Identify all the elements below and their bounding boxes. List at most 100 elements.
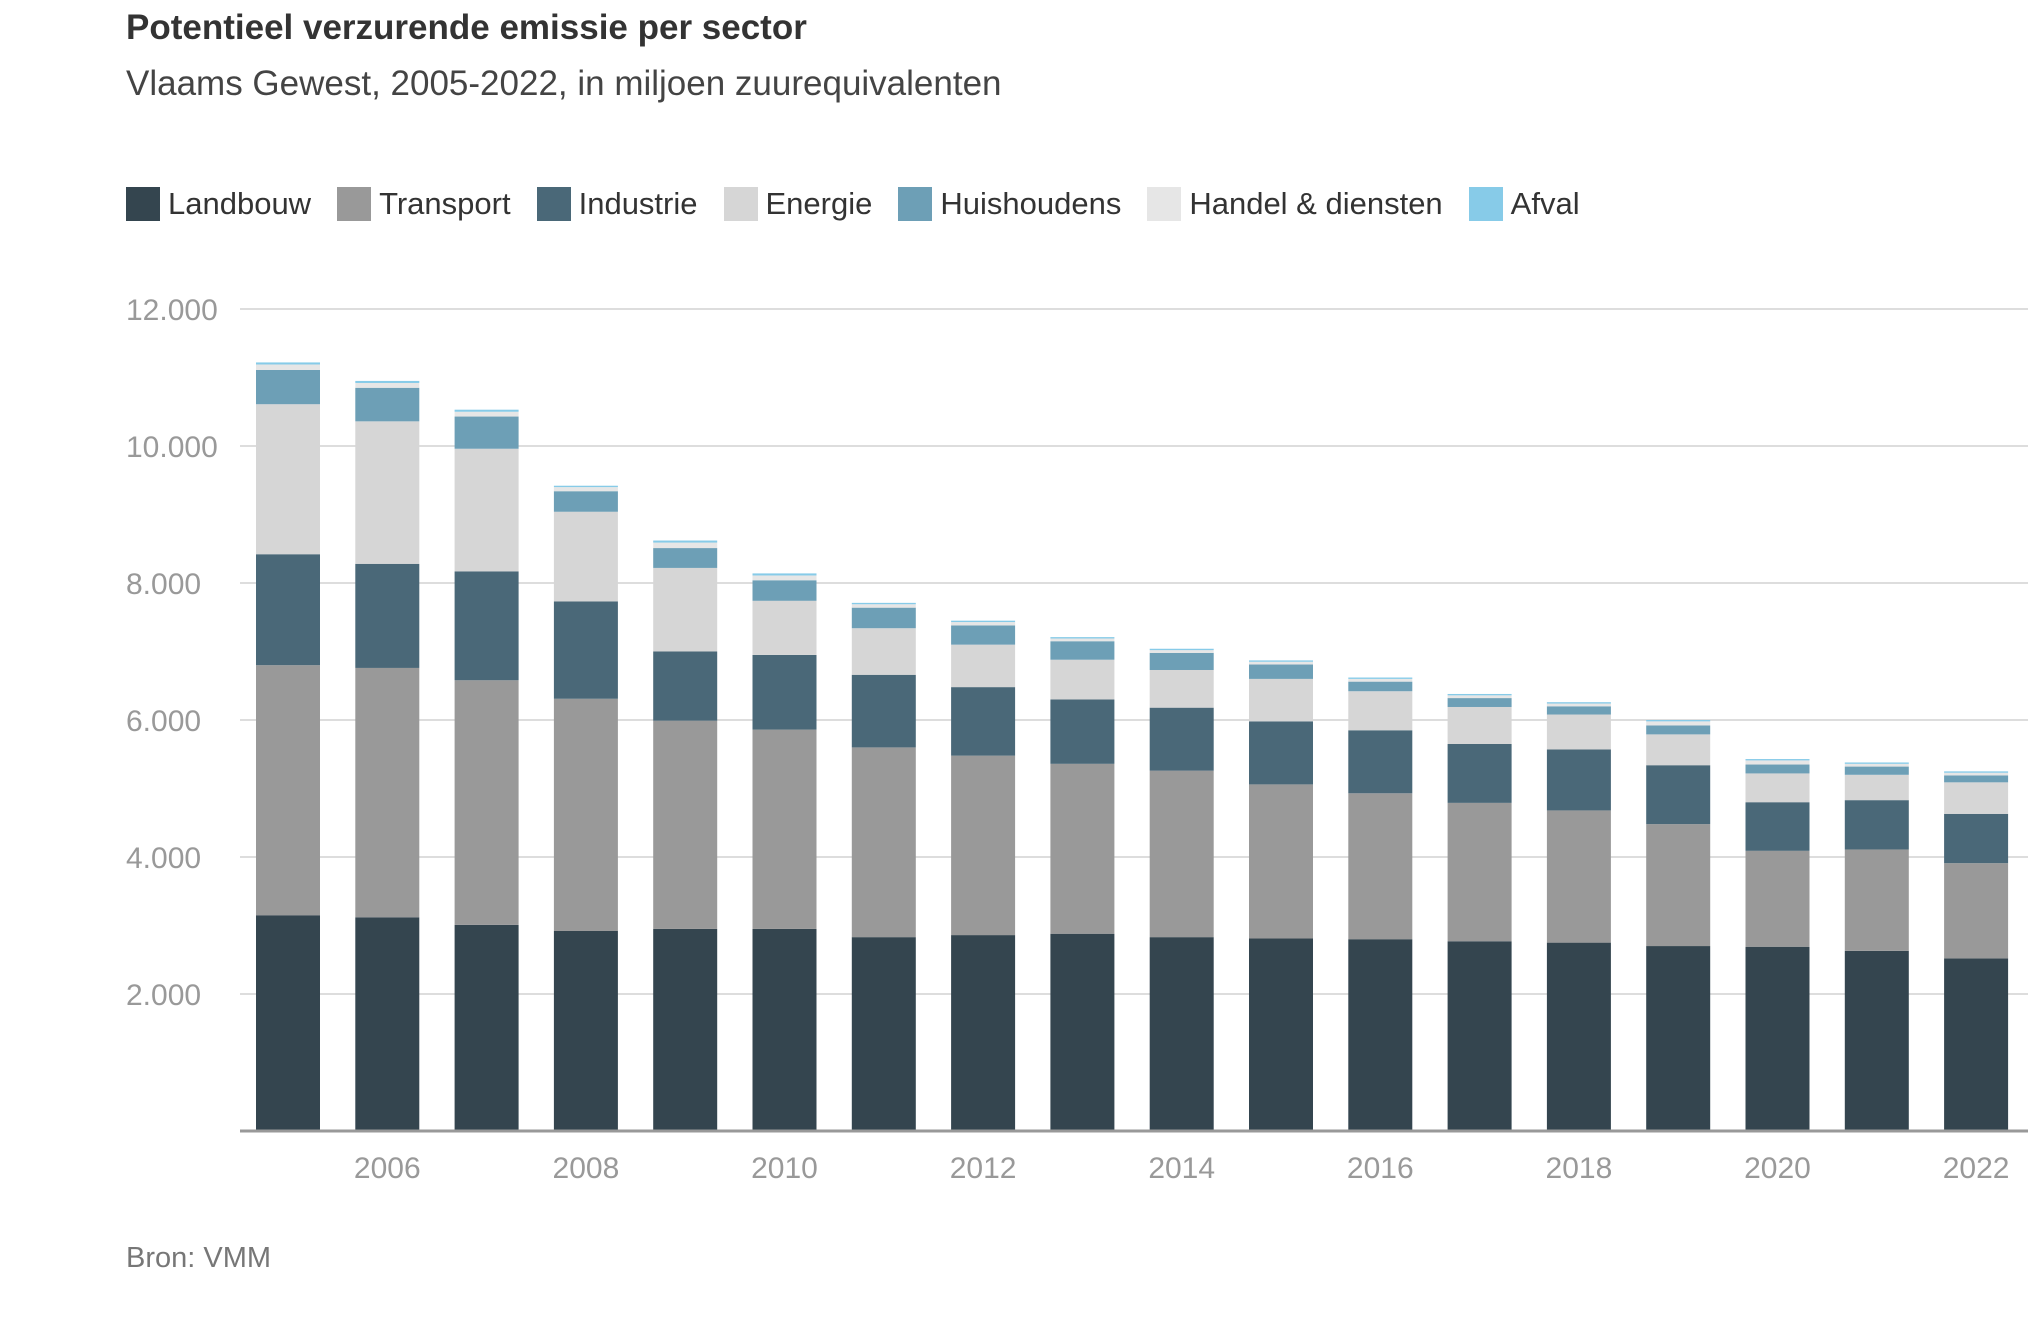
bar-segment-transport[interactable]	[355, 667, 420, 918]
bar-segment-transport[interactable]	[1944, 863, 2009, 959]
bar-segment-transport[interactable]	[454, 680, 519, 925]
bar-segment-transport[interactable]	[653, 720, 718, 929]
bar-segment-afval[interactable]	[653, 540, 718, 543]
bar-segment-energie[interactable]	[1249, 678, 1313, 722]
bar-segment-afval[interactable]	[1844, 762, 1909, 764]
bar-segment-afval[interactable]	[1944, 771, 2009, 773]
bar-segment-landbouw[interactable]	[553, 930, 618, 1131]
legend-item-energie[interactable]: Energie	[723, 186, 872, 222]
bar-segment-industrie[interactable]	[1646, 765, 1711, 825]
bar-segment-energie[interactable]	[454, 448, 519, 572]
bar-segment-afval[interactable]	[851, 602, 916, 605]
bar-segment-energie[interactable]	[1944, 782, 2009, 814]
bar-segment-afval[interactable]	[256, 362, 320, 365]
bar-segment-industrie[interactable]	[752, 654, 817, 730]
bar-segment-transport[interactable]	[553, 698, 618, 931]
bar-segment-transport[interactable]	[951, 755, 1016, 936]
bar-segment-huishoudens[interactable]	[1149, 652, 1214, 670]
bar-segment-transport[interactable]	[1546, 810, 1611, 943]
bar-segment-huishoudens[interactable]	[1745, 764, 1810, 774]
bar-segment-landbouw[interactable]	[851, 937, 916, 1131]
bar-segment-huishoudens[interactable]	[851, 607, 916, 629]
bar-segment-transport[interactable]	[1844, 849, 1909, 951]
legend-item-handel-diensten[interactable]: Handel & diensten	[1147, 186, 1443, 222]
bar-segment-huishoudens[interactable]	[355, 387, 420, 422]
bar-segment-handel-diensten[interactable]	[1844, 763, 1909, 767]
legend-item-huishoudens[interactable]: Huishoudens	[898, 186, 1121, 222]
bar-segment-huishoudens[interactable]	[1944, 775, 2009, 783]
bar-segment-energie[interactable]	[1149, 669, 1214, 708]
bar-segment-industrie[interactable]	[256, 554, 320, 666]
bar-segment-afval[interactable]	[553, 485, 618, 488]
bar-segment-transport[interactable]	[851, 747, 916, 938]
bar-segment-huishoudens[interactable]	[1447, 698, 1512, 707]
bar-segment-landbouw[interactable]	[1646, 946, 1711, 1131]
bar-segment-huishoudens[interactable]	[553, 491, 618, 512]
bar-segment-industrie[interactable]	[1149, 707, 1214, 771]
bar-segment-afval[interactable]	[1546, 702, 1611, 704]
bar-segment-energie[interactable]	[355, 421, 420, 564]
bar-segment-energie[interactable]	[1447, 706, 1512, 744]
bar-segment-landbouw[interactable]	[1546, 942, 1611, 1131]
legend-item-afval[interactable]: Afval	[1468, 186, 1580, 222]
bar-segment-transport[interactable]	[256, 665, 320, 916]
bar-segment-transport[interactable]	[1646, 824, 1711, 947]
bar-segment-energie[interactable]	[1546, 714, 1611, 750]
bar-segment-landbouw[interactable]	[1348, 939, 1413, 1131]
bar-segment-energie[interactable]	[1050, 659, 1115, 700]
bar-segment-transport[interactable]	[1249, 784, 1313, 939]
bar-segment-energie[interactable]	[1844, 774, 1909, 801]
bar-segment-handel-diensten[interactable]	[1149, 650, 1214, 653]
bar-segment-transport[interactable]	[1348, 793, 1413, 940]
bar-segment-handel-diensten[interactable]	[1546, 703, 1611, 707]
bar-segment-energie[interactable]	[653, 567, 718, 652]
bar-segment-huishoudens[interactable]	[951, 625, 1016, 645]
legend-item-landbouw[interactable]: Landbouw	[126, 186, 311, 222]
bar-segment-industrie[interactable]	[1348, 730, 1413, 794]
bar-segment-transport[interactable]	[1149, 770, 1214, 938]
bar-segment-energie[interactable]	[1348, 691, 1413, 731]
bar-segment-landbouw[interactable]	[454, 924, 519, 1131]
bar-segment-landbouw[interactable]	[256, 915, 320, 1131]
bar-segment-industrie[interactable]	[1944, 813, 2009, 864]
bar-segment-handel-diensten[interactable]	[1249, 661, 1313, 665]
bar-segment-energie[interactable]	[1646, 734, 1711, 766]
bar-segment-landbouw[interactable]	[1149, 937, 1214, 1131]
bar-segment-handel-diensten[interactable]	[355, 382, 420, 388]
bar-segment-landbouw[interactable]	[1844, 950, 1909, 1131]
bar-segment-huishoudens[interactable]	[454, 416, 519, 449]
bar-segment-afval[interactable]	[1348, 677, 1413, 679]
bar-segment-afval[interactable]	[1447, 693, 1512, 696]
bar-segment-industrie[interactable]	[653, 651, 718, 721]
bar-segment-afval[interactable]	[1050, 637, 1115, 639]
bar-segment-huishoudens[interactable]	[752, 580, 817, 601]
bar-segment-huishoudens[interactable]	[1050, 641, 1115, 660]
bar-segment-handel-diensten[interactable]	[256, 364, 320, 370]
bar-segment-handel-diensten[interactable]	[1944, 772, 2009, 776]
bar-segment-huishoudens[interactable]	[1646, 725, 1711, 735]
bar-segment-landbouw[interactable]	[1745, 946, 1810, 1131]
bar-segment-handel-diensten[interactable]	[752, 575, 817, 581]
bar-segment-industrie[interactable]	[951, 687, 1016, 756]
bar-segment-afval[interactable]	[752, 573, 817, 576]
legend-item-industrie[interactable]: Industrie	[536, 186, 698, 222]
bar-segment-energie[interactable]	[256, 404, 320, 555]
bar-segment-landbouw[interactable]	[752, 928, 817, 1131]
bar-segment-industrie[interactable]	[553, 601, 618, 699]
bar-segment-transport[interactable]	[1050, 763, 1115, 934]
bar-segment-huishoudens[interactable]	[1249, 664, 1313, 679]
bar-segment-handel-diensten[interactable]	[951, 622, 1016, 626]
bar-segment-industrie[interactable]	[355, 563, 420, 668]
bar-segment-huishoudens[interactable]	[1546, 706, 1611, 715]
bar-segment-huishoudens[interactable]	[256, 369, 320, 405]
bar-segment-handel-diensten[interactable]	[454, 411, 519, 417]
bar-segment-transport[interactable]	[1447, 802, 1512, 942]
bar-segment-landbouw[interactable]	[1447, 941, 1512, 1131]
bar-segment-industrie[interactable]	[1844, 800, 1909, 850]
bar-segment-industrie[interactable]	[1546, 749, 1611, 811]
bar-segment-industrie[interactable]	[1447, 743, 1512, 803]
bar-segment-handel-diensten[interactable]	[1447, 695, 1512, 699]
bar-segment-energie[interactable]	[553, 511, 618, 602]
bar-segment-handel-diensten[interactable]	[553, 487, 618, 492]
bar-segment-afval[interactable]	[1149, 648, 1214, 651]
